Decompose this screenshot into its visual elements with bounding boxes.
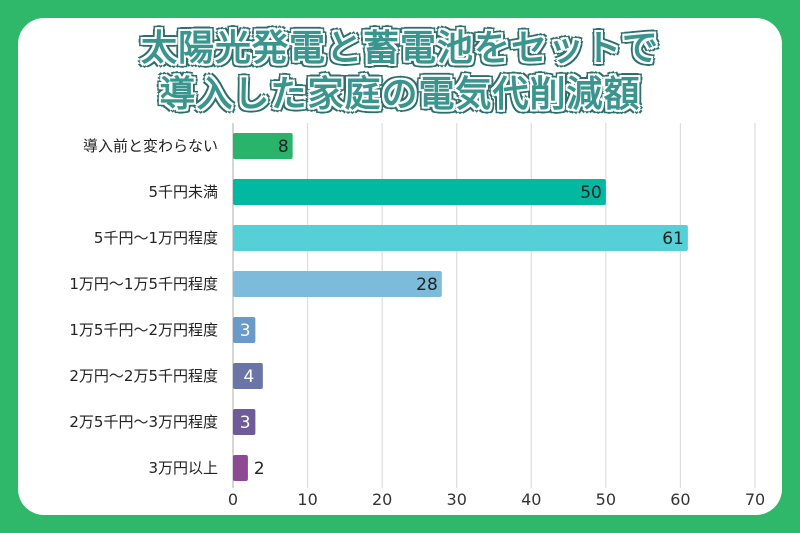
bar [233, 317, 256, 343]
x-tick-label: 60 [670, 490, 690, 509]
bar [233, 225, 688, 251]
x-tick-label: 70 [745, 490, 765, 509]
bar [233, 133, 293, 159]
chart-title: 太陽光発電と蓄電池をセットで 導入した家庭の電気代削減額 [0, 26, 800, 118]
x-tick-label: 0 [228, 490, 238, 509]
category-label: 2万円〜2万5千円程度 [69, 367, 218, 385]
bar [233, 409, 256, 435]
data-label: 61 [662, 229, 684, 249]
category-label: 1万5千円〜2万円程度 [69, 321, 218, 339]
data-label: 4 [244, 367, 255, 387]
category-label: 3万円以上 [148, 459, 218, 477]
category-label: 5千円未満 [148, 183, 218, 201]
chart-card [18, 18, 782, 515]
x-tick-label: 10 [297, 490, 317, 509]
x-tick-label: 50 [596, 490, 616, 509]
bar [233, 271, 442, 297]
data-label: 2 [254, 459, 265, 479]
x-tick-label: 30 [447, 490, 467, 509]
data-label: 50 [580, 183, 602, 203]
category-label: 2万5千円〜3万円程度 [69, 413, 218, 431]
bar [233, 363, 263, 389]
x-tick-label: 20 [372, 490, 392, 509]
data-label: 3 [240, 321, 251, 341]
category-label: 導入前と変わらない [83, 137, 218, 155]
data-label: 3 [240, 413, 251, 433]
bar [233, 179, 606, 205]
data-label: 8 [278, 137, 289, 157]
category-label: 1万円〜1万5千円程度 [69, 275, 218, 293]
bar [233, 455, 248, 481]
title-line-2: 導入した家庭の電気代削減額 [159, 74, 641, 115]
data-label: 28 [416, 275, 438, 295]
x-tick-label: 40 [521, 490, 541, 509]
title-line-1: 太陽光発電と蓄電池をセットで [140, 28, 659, 69]
category-label: 5千円〜1万円程度 [94, 229, 218, 247]
